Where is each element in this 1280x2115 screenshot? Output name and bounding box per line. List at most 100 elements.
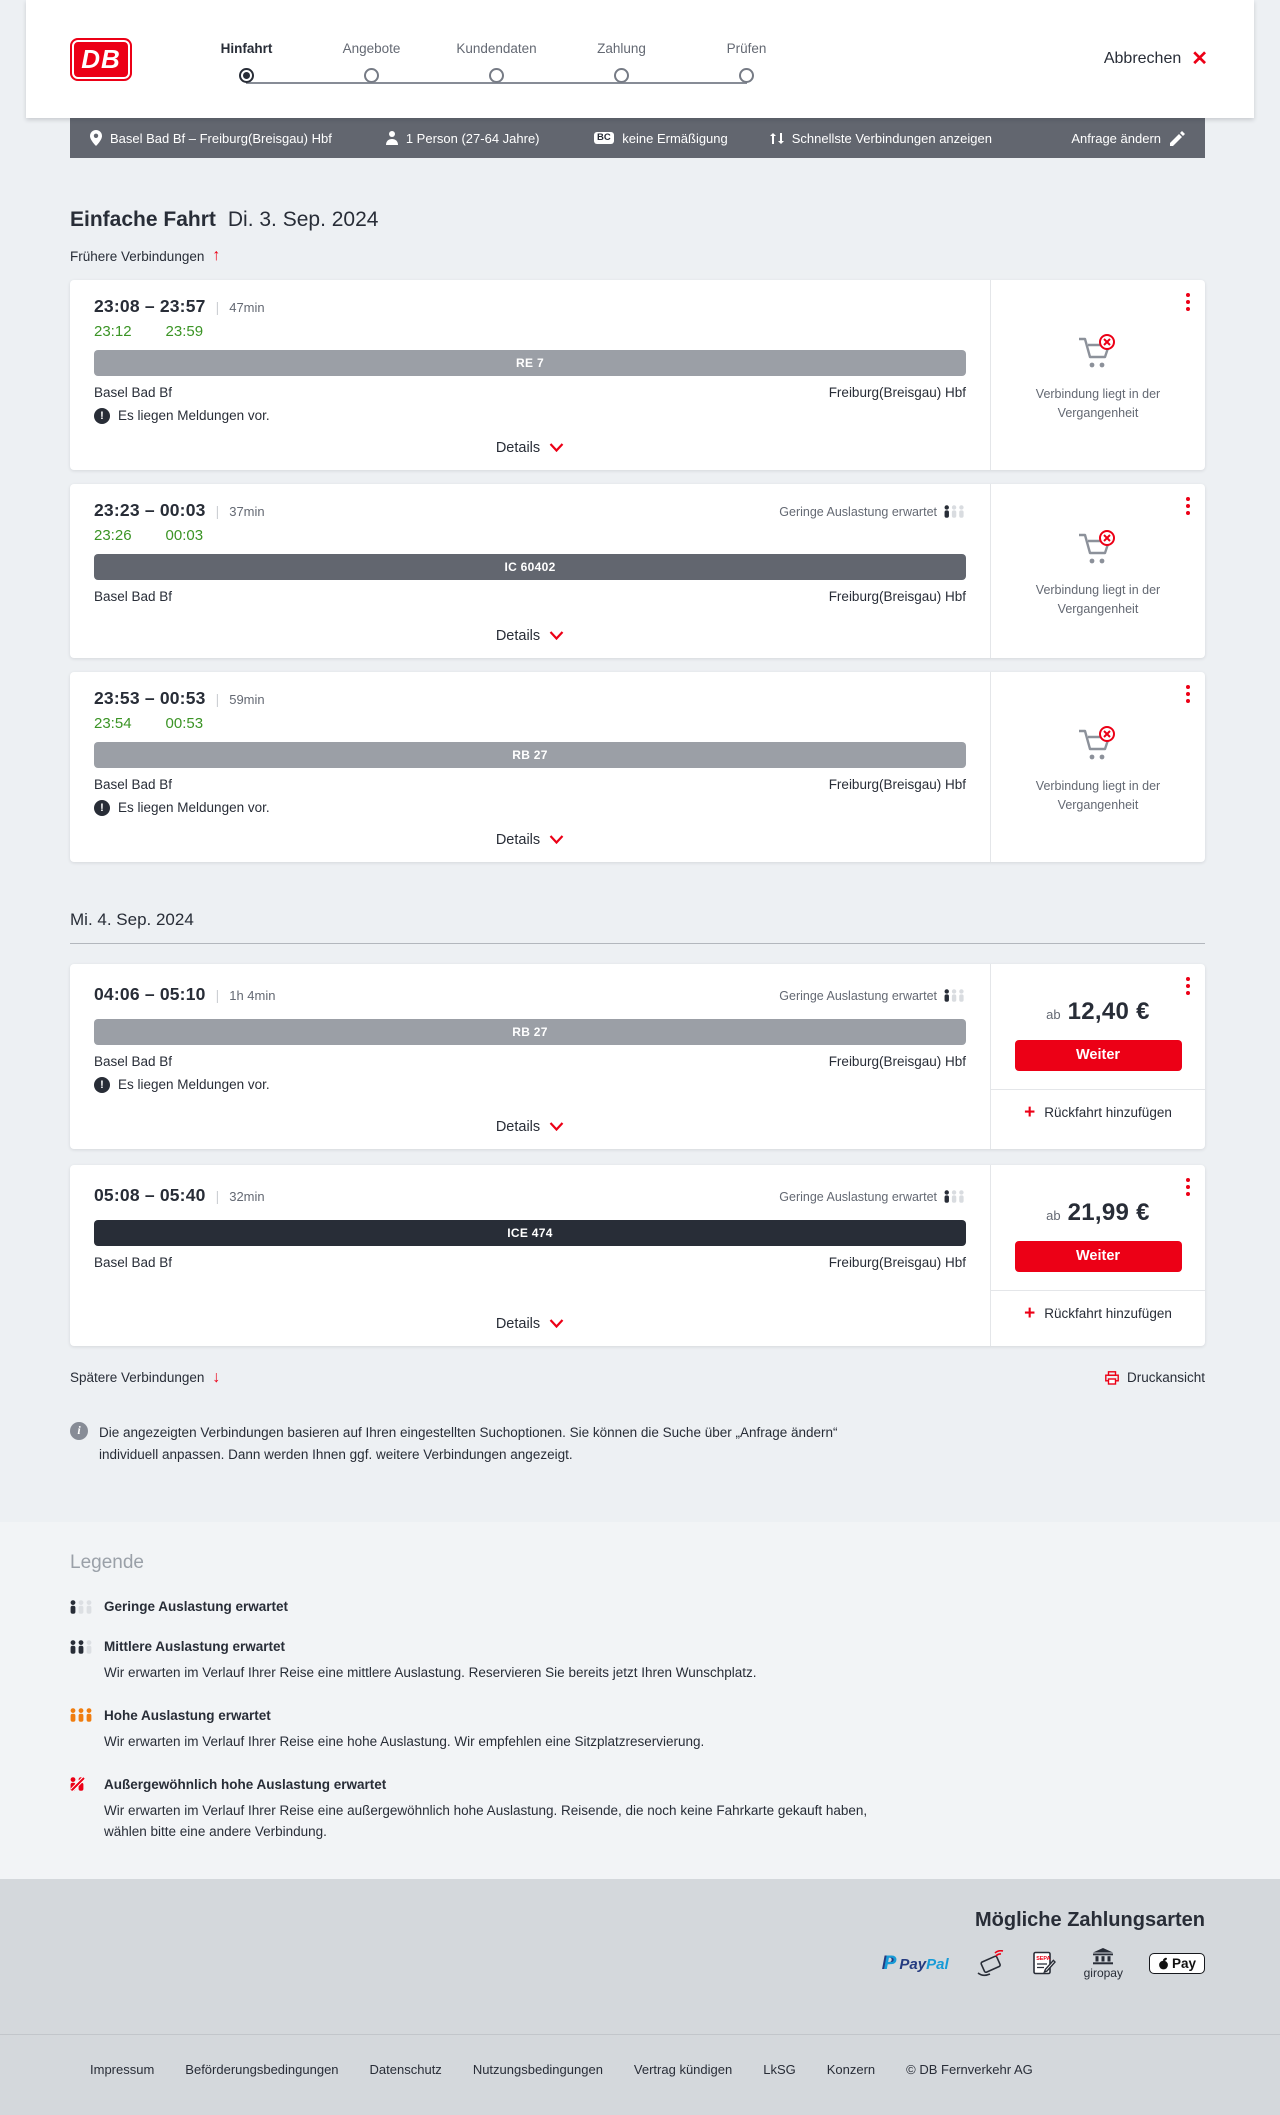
occupancy-low-icon <box>944 1190 964 1203</box>
train-label: RB 27 <box>512 747 548 762</box>
cart-unavailable-icon <box>1079 333 1115 368</box>
chevron-down-icon <box>549 1122 564 1131</box>
chevron-down-icon <box>549 1319 564 1328</box>
realtime-arrival: 23:59 <box>165 322 204 340</box>
payment-section: Mögliche Zahlungsarten P PayPal SEPA <box>0 1878 1280 2034</box>
kebab-menu-button[interactable] <box>1184 291 1192 313</box>
origin-station: Basel Bad Bf <box>94 588 173 604</box>
booking-panel: ab 21,99 € Weiter + Rückfahrt hinzufügen <box>990 1164 1205 1346</box>
train-segment-bar: RB 27 <box>94 1018 966 1045</box>
search-info-note: i Die angezeigten Verbindungen basieren … <box>70 1421 1205 1467</box>
connection-card: 23:08 – 23:57 | 47min 23:12 23:59 RE 7 B… <box>70 279 1205 470</box>
print-view-label: Druckansicht <box>1126 1370 1205 1385</box>
connection-card: 23:53 – 00:53 | 59min 23:54 00:53 RB 27 … <box>70 671 1205 862</box>
date-heading: Mi. 4. Sep. 2024 <box>70 909 194 929</box>
footer-link-konzern[interactable]: Konzern <box>826 2061 876 2077</box>
footer-link-datenschutz[interactable]: Datenschutz <box>369 2061 442 2077</box>
train-segment-bar: RE 7 <box>94 349 966 376</box>
kebab-menu-button[interactable] <box>1184 683 1192 705</box>
connection-card: 23:23 – 00:03 | 37min Geringe Auslastung… <box>70 483 1205 658</box>
add-return-label: Rückfahrt hinzufügen <box>1044 1104 1172 1120</box>
step-pruefen[interactable]: Prüfen <box>684 41 809 83</box>
sort-arrows-icon <box>769 132 784 144</box>
details-toggle[interactable]: Details <box>496 440 564 456</box>
details-toggle[interactable]: Details <box>496 832 564 848</box>
details-toggle[interactable]: Details <box>496 1316 564 1332</box>
train-label: ICE 474 <box>507 1225 553 1240</box>
step-label: Angebote <box>342 41 401 56</box>
step-zahlung[interactable]: Zahlung <box>559 41 684 83</box>
cancel-button[interactable]: Abbrechen ✕ <box>1104 49 1208 69</box>
details-label: Details <box>495 439 541 456</box>
realtime-arrival: 00:53 <box>165 714 204 732</box>
booking-panel: ab 12,40 € Weiter + Rückfahrt hinzufügen <box>990 963 1205 1149</box>
legend-title: Legende <box>70 1552 144 1574</box>
booking-panel: Verbindung liegt in der Vergangenheit <box>990 483 1205 658</box>
later-connections-link[interactable]: Spätere Verbindungen ↓ <box>70 1369 220 1386</box>
connection-duration: 37min <box>229 503 265 519</box>
footer-link-vertrag-kuendigen[interactable]: Vertrag kündigen <box>633 2061 733 2077</box>
add-return-button[interactable]: + Rückfahrt hinzufügen <box>991 1289 1205 1336</box>
messages-notice: ! Es liegen Meldungen vor. <box>94 799 966 816</box>
weiter-button[interactable]: Weiter <box>1014 1039 1182 1071</box>
stepper-track <box>246 82 747 84</box>
step-angebote[interactable]: Angebote <box>309 41 434 83</box>
origin-station: Basel Bad Bf <box>94 776 173 792</box>
kebab-menu-button[interactable] <box>1184 1176 1192 1198</box>
passenger-text: 1 Person (27-64 Jahre) <box>405 130 540 146</box>
legend-label: Geringe Auslastung erwartet <box>104 1599 289 1615</box>
results-main: Einfache Fahrt Di. 3. Sep. 2024 Frühere … <box>0 208 1280 1466</box>
print-view-link[interactable]: Druckansicht <box>1105 1370 1205 1385</box>
earlier-connections-link[interactable]: Frühere Verbindungen ↑ <box>70 248 220 264</box>
separator: | <box>215 298 220 315</box>
discount-text: keine Ermäßigung <box>622 130 728 146</box>
occupancy-indicator: Geringe Auslastung erwartet <box>779 989 966 1003</box>
realtime-departure: 23:12 <box>94 322 132 340</box>
connection-card: 05:08 – 05:40 | 32min Geringe Auslastung… <box>70 1164 1205 1346</box>
plus-icon: + <box>1024 1101 1036 1123</box>
messages-notice: ! Es liegen Meldungen vor. <box>94 407 966 424</box>
details-label: Details <box>495 1315 541 1332</box>
footer-link-impressum[interactable]: Impressum <box>90 2061 155 2077</box>
person-icon <box>385 131 398 145</box>
footer-link-befoerderungsbedingungen[interactable]: Beförderungsbedingungen <box>185 2061 339 2077</box>
legend-description: Wir erwarten im Verlauf Ihrer Reise eine… <box>104 1733 705 1749</box>
db-logo[interactable]: DB <box>70 37 132 81</box>
kebab-menu-button[interactable] <box>1184 975 1192 997</box>
svg-text:SEPA: SEPA <box>1036 1956 1050 1962</box>
realtime-arrival: 00:03 <box>165 526 204 544</box>
footer-link-nutzungsbedingungen[interactable]: Nutzungsbedingungen <box>472 2061 603 2077</box>
step-hinfahrt[interactable]: Hinfahrt <box>184 41 309 83</box>
weiter-button[interactable]: Weiter <box>1014 1240 1182 1272</box>
connection-duration: 59min <box>229 691 265 707</box>
legend-item: Mittlere Auslastung erwartet <box>70 1639 1210 1654</box>
passenger-summary: 1 Person (27-64 Jahre) <box>385 130 540 146</box>
train-label: IC 60402 <box>504 559 556 574</box>
connection-times: 23:23 – 00:03 <box>94 499 206 520</box>
add-return-button[interactable]: + Rückfahrt hinzufügen <box>991 1088 1205 1135</box>
occupancy-indicator: Geringe Auslastung erwartet <box>779 1190 966 1204</box>
legend-section: Legende Geringe Auslastung erwartet Mitt… <box>0 1522 1280 1879</box>
payment-methods: P PayPal SEPA <box>883 1947 1205 1980</box>
info-icon: i <box>70 1421 88 1440</box>
connection-details: 04:06 – 05:10 | 1h 4min Geringe Auslastu… <box>70 964 990 1149</box>
details-toggle[interactable]: Details <box>496 628 564 644</box>
connection-times: 05:08 – 05:40 <box>94 1184 206 1205</box>
train-segment-bar: ICE 474 <box>94 1219 966 1246</box>
realtime-times: 23:54 00:53 <box>94 715 966 732</box>
paypal-icon: P PayPal <box>883 1952 949 1974</box>
occupancy-label: Geringe Auslastung erwartet <box>779 988 937 1003</box>
edit-search-button[interactable]: Anfrage ändern <box>1071 130 1185 146</box>
step-kundendaten[interactable]: Kundendaten <box>434 41 559 83</box>
kebab-menu-button[interactable] <box>1184 495 1192 517</box>
details-toggle[interactable]: Details <box>496 1119 564 1135</box>
details-label: Details <box>495 831 541 848</box>
earlier-connections-label: Frühere Verbindungen <box>70 248 205 264</box>
search-summary-bar: Basel Bad Bf – Freiburg(Breisgau) Hbf 1 … <box>70 118 1205 158</box>
details-label: Details <box>495 627 541 644</box>
messages-notice: ! Es liegen Meldungen vor. <box>94 1076 966 1093</box>
footer-link-lksg[interactable]: LkSG <box>763 2061 796 2077</box>
later-connections-label: Spätere Verbindungen <box>70 1370 205 1385</box>
destination-station: Freiburg(Breisgau) Hbf <box>828 384 966 400</box>
sort-toggle[interactable]: Schnellste Verbindungen anzeigen <box>769 131 992 146</box>
